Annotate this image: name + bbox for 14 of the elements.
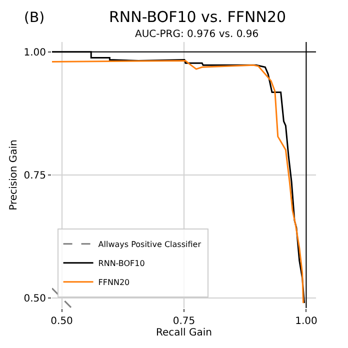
- text: (B): [24, 10, 45, 26]
- x-tick-label: 1.00: [295, 316, 318, 327]
- x-tick-label: 0.75: [172, 316, 196, 327]
- x-tick-label: 0.50: [50, 316, 73, 327]
- chart-subtitle: AUC-PRG: 0.976 vs. 0.96: [135, 29, 259, 40]
- y-tick-label: 0.50: [24, 294, 46, 305]
- legend-label: RNN-BOF10: [98, 258, 145, 268]
- y-tick-label: 1.00: [24, 47, 46, 58]
- x-axis-title: Recall Gain: [156, 328, 212, 338]
- chart-title: RNN-BOF10 vs. FFNN20: [109, 8, 286, 26]
- legend-label: Allways Positive Classifier: [98, 240, 202, 249]
- legend-label: FFNN20: [98, 278, 130, 287]
- y-axis-title: Precision Gain: [8, 140, 20, 210]
- y-tick-label: 0.75: [24, 170, 46, 182]
